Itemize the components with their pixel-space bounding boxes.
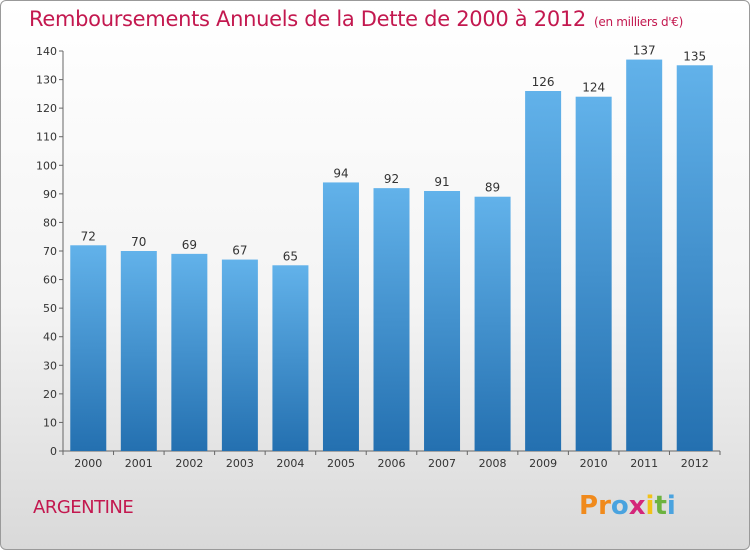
y-tick-label: 100	[36, 159, 57, 172]
x-tick-label: 2000	[74, 457, 102, 470]
chart-title: Remboursements Annuels de la Dette de 20…	[29, 7, 683, 31]
bar	[424, 191, 461, 451]
x-tick-label: 2009	[529, 457, 557, 470]
unit-label: (en milliers d'€)	[594, 15, 684, 29]
bar	[322, 182, 359, 451]
y-tick-label: 120	[36, 102, 57, 115]
y-tick-label: 0	[50, 445, 57, 458]
brand-letter: r	[598, 491, 611, 521]
brand-letter: t	[654, 491, 667, 521]
y-tick-label: 30	[43, 359, 57, 372]
bar-value-label: 72	[81, 229, 96, 243]
bar	[575, 96, 612, 451]
y-tick-label: 40	[43, 331, 57, 344]
x-tick-label: 2010	[580, 457, 608, 470]
bar	[373, 188, 410, 451]
brand-letter: x	[628, 491, 646, 521]
bar	[221, 259, 258, 451]
bar	[171, 253, 208, 451]
y-tick-label: 20	[43, 388, 57, 401]
x-tick-label: 2003	[226, 457, 254, 470]
bar-value-label: 65	[283, 249, 298, 263]
bar-value-label: 94	[333, 166, 348, 180]
bar-value-label: 92	[384, 172, 399, 186]
bar-value-label: 135	[683, 49, 706, 63]
brand-letter: o	[610, 491, 629, 521]
bar	[676, 65, 713, 452]
y-tick-label: 140	[36, 45, 57, 58]
x-tick-label: 2004	[276, 457, 304, 470]
brand-logo: Proxiti	[579, 491, 676, 521]
y-tick-label: 80	[43, 216, 57, 229]
y-tick-label: 50	[43, 302, 57, 315]
brand-letter: P	[579, 491, 599, 521]
bar	[626, 59, 663, 451]
brand-letter: i	[645, 491, 655, 521]
x-tick-label: 2008	[479, 457, 507, 470]
bar	[272, 265, 309, 451]
bar	[120, 251, 157, 451]
bar	[474, 196, 511, 451]
bar-value-label: 89	[485, 181, 500, 195]
bar-value-label: 70	[131, 235, 146, 249]
bar-value-label: 137	[633, 44, 656, 58]
bar-value-label: 126	[532, 75, 555, 89]
bar	[70, 245, 107, 451]
title-text: Remboursements Annuels de la Dette de 20…	[29, 7, 586, 31]
x-tick-label: 2007	[428, 457, 456, 470]
x-tick-label: 2002	[175, 457, 203, 470]
bar-value-label: 91	[434, 175, 449, 189]
bar-value-label: 69	[182, 238, 197, 252]
y-tick-label: 10	[43, 416, 57, 429]
location-label: ARGENTINE	[33, 497, 134, 518]
x-tick-label: 2011	[630, 457, 658, 470]
y-tick-label: 60	[43, 274, 57, 287]
x-tick-label: 2012	[681, 457, 709, 470]
bar-value-label: 124	[582, 81, 605, 95]
x-tick-label: 2005	[327, 457, 355, 470]
x-tick-label: 2006	[378, 457, 406, 470]
brand-letter: i	[666, 491, 676, 521]
y-tick-label: 70	[43, 245, 57, 258]
bar-value-label: 67	[232, 244, 247, 258]
y-tick-label: 110	[36, 131, 57, 144]
y-tick-label: 90	[43, 188, 57, 201]
y-tick-label: 130	[36, 74, 57, 87]
bar	[525, 91, 562, 451]
x-tick-label: 2001	[125, 457, 153, 470]
